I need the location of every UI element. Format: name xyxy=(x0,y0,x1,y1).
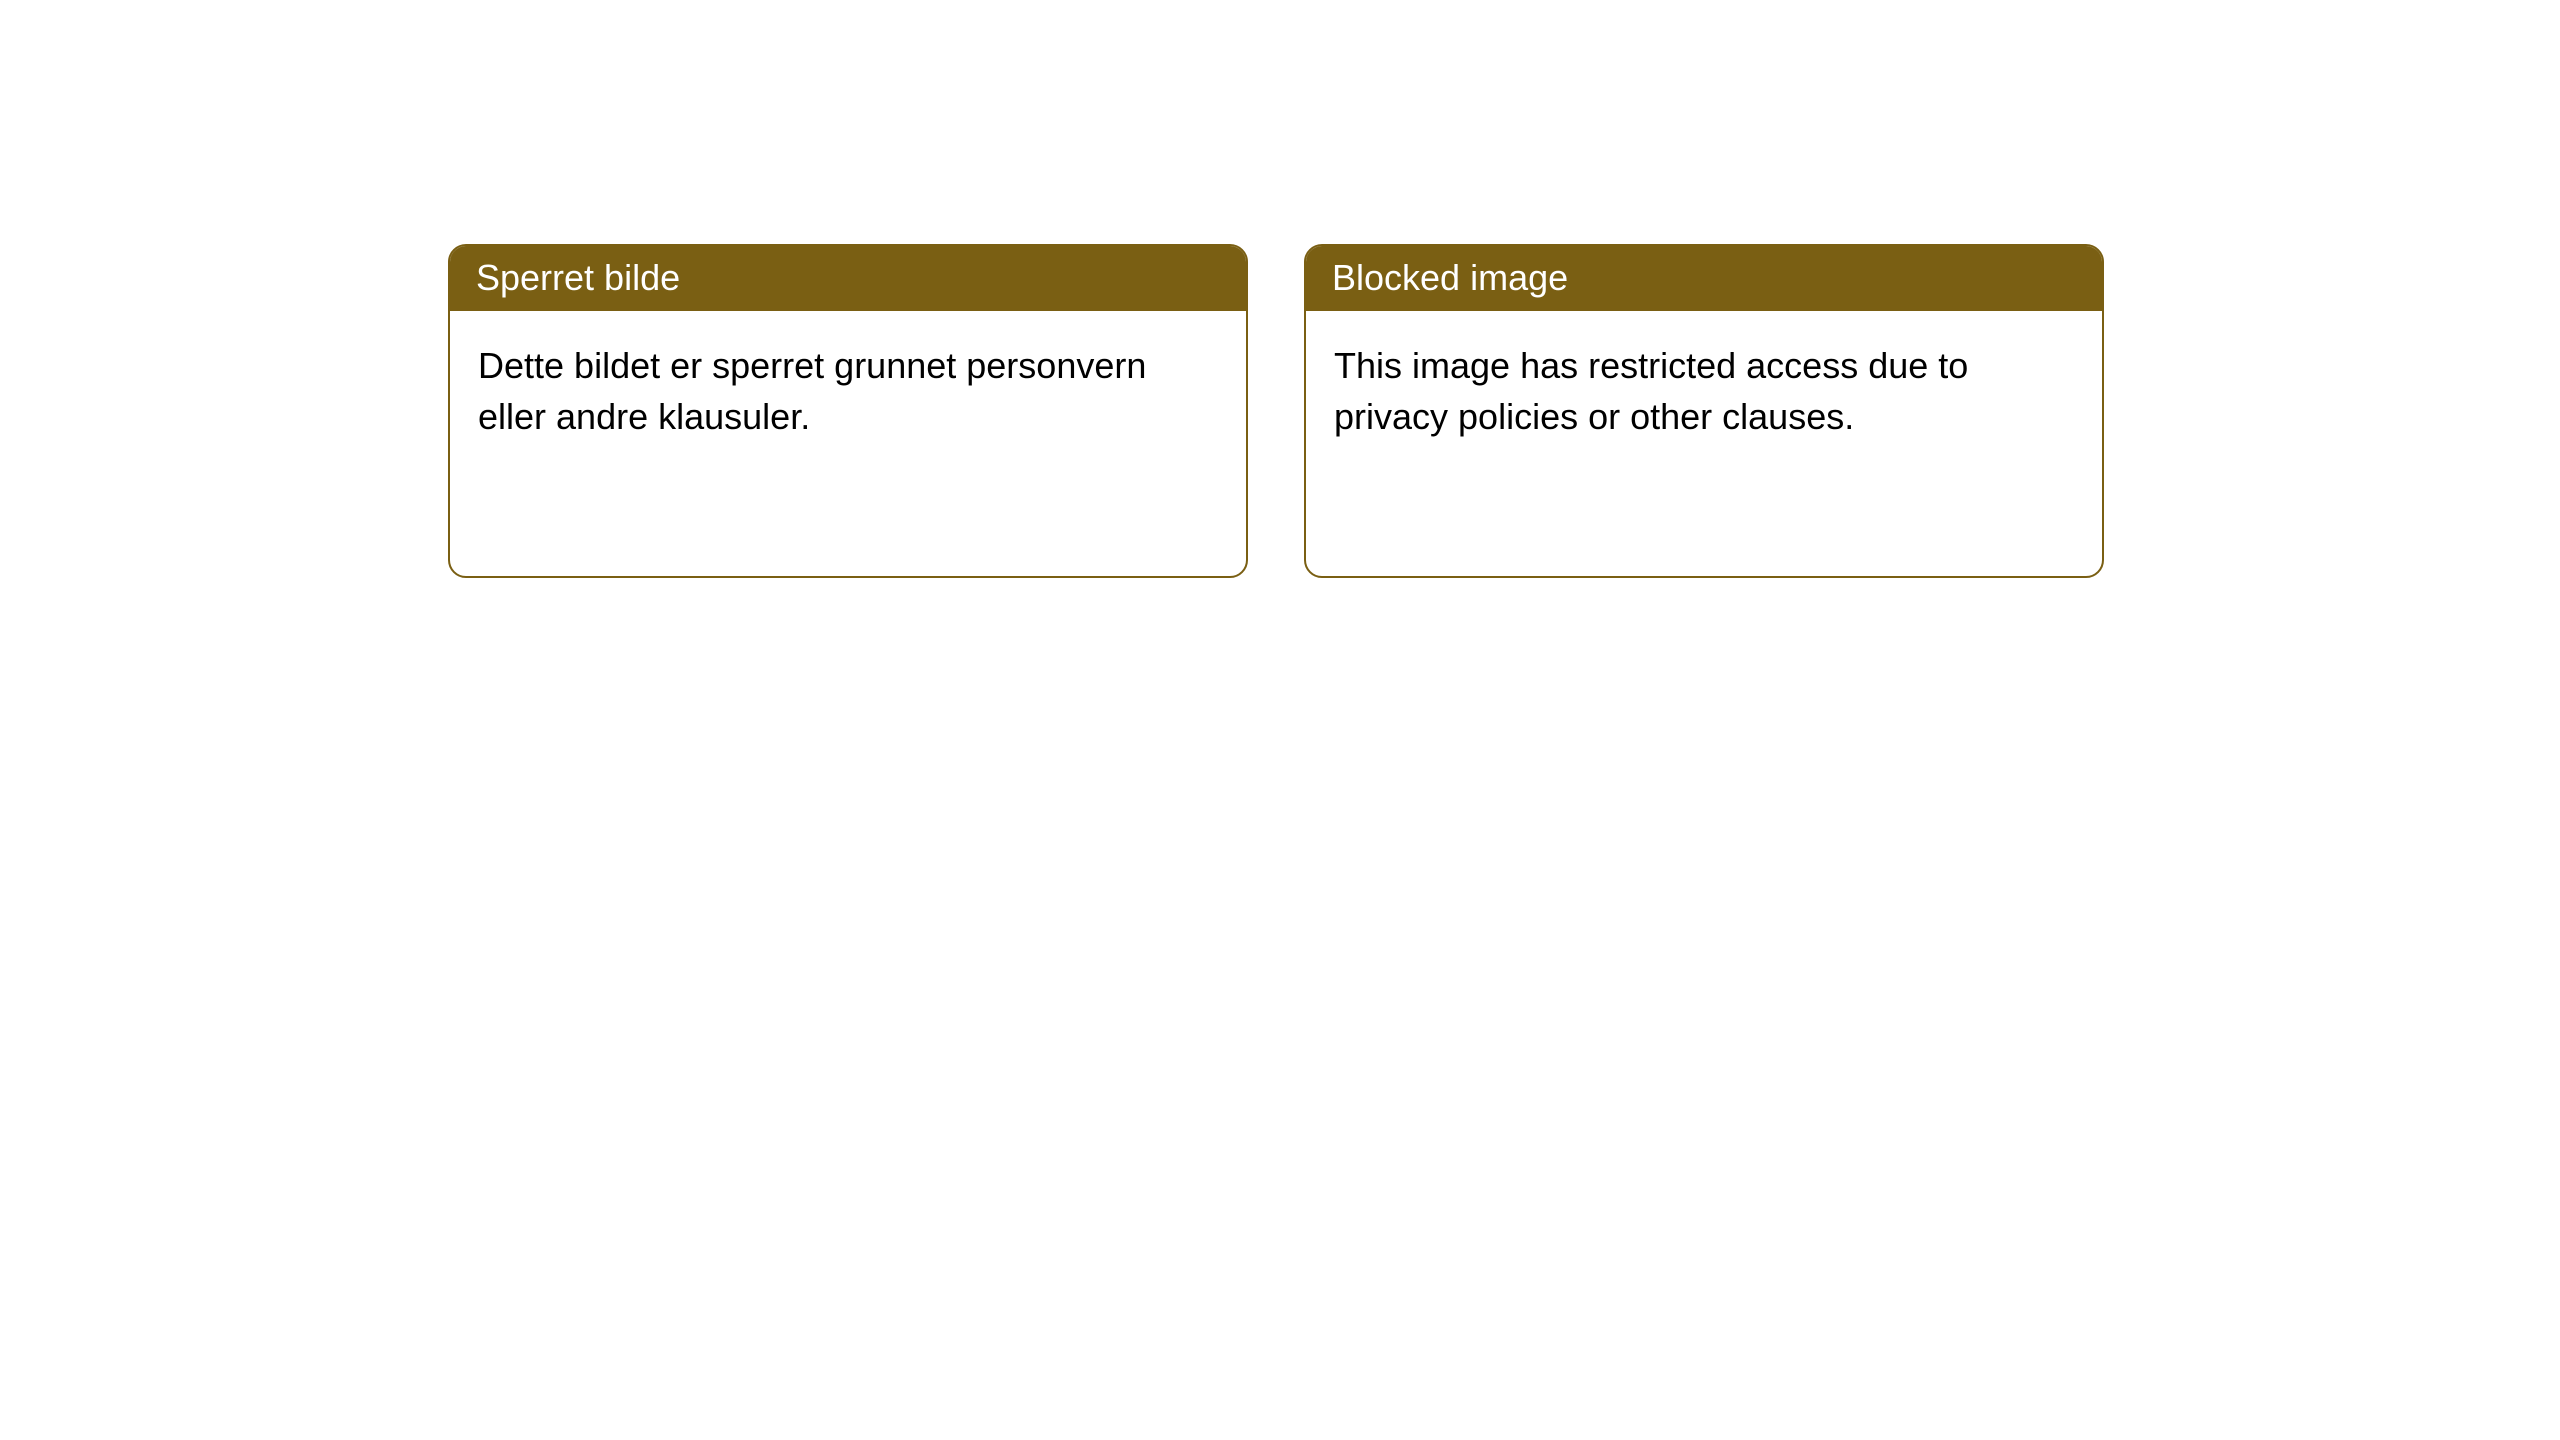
notice-body-english: This image has restricted access due to … xyxy=(1306,311,2102,472)
notice-card-english: Blocked image This image has restricted … xyxy=(1304,244,2104,578)
notice-body-norwegian: Dette bildet er sperret grunnet personve… xyxy=(450,311,1246,472)
notice-container: Sperret bilde Dette bildet er sperret gr… xyxy=(448,244,2104,578)
notice-card-norwegian: Sperret bilde Dette bildet er sperret gr… xyxy=(448,244,1248,578)
notice-header-english: Blocked image xyxy=(1306,246,2102,311)
notice-header-norwegian: Sperret bilde xyxy=(450,246,1246,311)
